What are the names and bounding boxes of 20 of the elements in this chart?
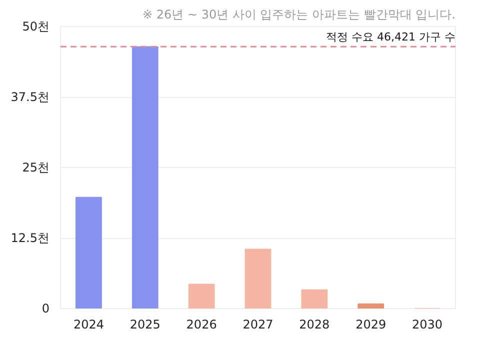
bar [244, 248, 272, 308]
bar [188, 284, 215, 308]
y-tick-label: 37.5천 [10, 90, 50, 104]
x-tick-label: 2026 [186, 318, 217, 332]
y-tick-label: 0 [42, 302, 50, 316]
text: ※ 26년 ~ 30년 사이 입주하는 아파트는 빨간막대 입니다. [142, 8, 456, 22]
y-tick-label: 12.5천 [10, 231, 50, 245]
bar [132, 46, 158, 308]
bar [358, 303, 384, 308]
bar [76, 196, 102, 308]
ref-line-label: 적정 수요 46,421 가구 수 [326, 30, 456, 44]
x-tick-label: 2025 [130, 318, 160, 332]
bar [301, 289, 328, 308]
y-tick-label: 50천 [22, 20, 50, 34]
x-tick-label: 2024 [73, 318, 104, 332]
x-tick-label: 2027 [242, 318, 274, 332]
x-tick-label: 2028 [299, 318, 330, 332]
y-tick-label: 25천 [22, 160, 50, 174]
x-tick-label: 2030 [412, 318, 443, 332]
x-tick-label: 2029 [356, 318, 386, 332]
